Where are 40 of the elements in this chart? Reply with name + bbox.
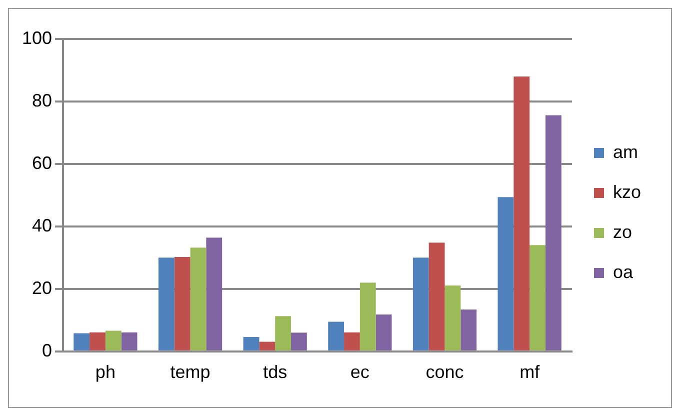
y-tick-label: 60 <box>32 152 52 173</box>
bar <box>545 115 562 350</box>
bar <box>206 238 222 350</box>
y-tick-label: 0 <box>42 340 52 360</box>
x-tick-label: temp <box>170 362 210 382</box>
bar <box>328 322 344 350</box>
bar <box>190 248 206 350</box>
y-tick-label: 20 <box>32 278 52 298</box>
bar <box>243 337 260 350</box>
bar <box>444 285 461 350</box>
bar <box>158 258 174 350</box>
legend-label: zo <box>612 222 632 242</box>
bar <box>530 245 546 350</box>
y-tick-label: 100 <box>22 28 52 48</box>
legend-label: oa <box>612 262 634 282</box>
bar <box>105 330 122 350</box>
legend-label: kzo <box>612 182 642 202</box>
bar <box>121 332 138 350</box>
bar <box>275 316 292 350</box>
x-tick-label: tds <box>263 362 288 382</box>
bar <box>291 332 307 350</box>
bar <box>90 332 106 350</box>
x-tick-label: mf <box>520 362 541 382</box>
legend-label: am <box>612 142 638 162</box>
bar <box>514 76 530 350</box>
bar <box>360 282 376 350</box>
bar <box>174 257 190 350</box>
bar <box>428 242 445 350</box>
x-tick-label: ph <box>95 362 116 382</box>
x-tick-label: conc <box>426 362 464 382</box>
bar <box>460 310 477 350</box>
bar <box>376 314 392 350</box>
bar <box>344 332 360 350</box>
bar <box>74 333 90 350</box>
y-tick-label: 40 <box>32 215 52 236</box>
x-tick-label: ec <box>350 362 370 382</box>
y-tick-label: 80 <box>32 90 52 110</box>
bar <box>498 197 514 350</box>
bar <box>412 258 429 350</box>
bar <box>259 342 276 350</box>
